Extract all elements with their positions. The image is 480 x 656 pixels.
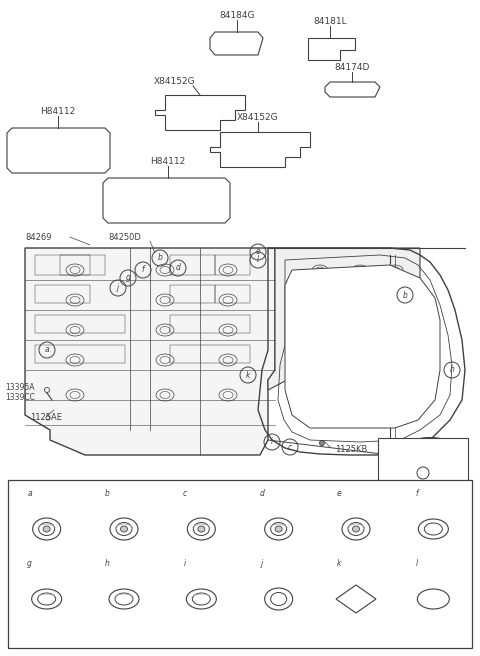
Text: b: b (403, 291, 408, 300)
Text: c: c (288, 443, 292, 451)
Text: b: b (157, 253, 162, 262)
Text: 13395A: 13395A (5, 384, 35, 392)
Text: k: k (337, 560, 341, 569)
Text: 84250D: 84250D (108, 232, 141, 241)
Text: d: d (176, 264, 180, 272)
Text: b: b (105, 489, 109, 499)
Bar (8, 480, 472, 648)
Text: g: g (27, 560, 32, 569)
Bar (170, 285, 215, 303)
Bar (170, 255, 215, 275)
Text: e: e (256, 247, 260, 256)
Text: H84112: H84112 (150, 157, 186, 167)
Polygon shape (285, 265, 440, 428)
Text: 84269: 84269 (25, 232, 51, 241)
Text: 1731JA: 1731JA (38, 489, 68, 499)
Text: f: f (415, 489, 418, 499)
Bar (35, 345, 125, 363)
Text: 84132B: 84132B (36, 560, 69, 569)
Text: 84181L: 84181L (313, 18, 347, 26)
Text: 84145F: 84145F (115, 560, 146, 569)
Text: j: j (117, 283, 119, 293)
Ellipse shape (352, 526, 360, 532)
Bar (215, 255, 250, 275)
Text: 85864: 85864 (426, 560, 453, 569)
Text: 1731JF: 1731JF (348, 489, 376, 499)
Text: 83191: 83191 (194, 560, 221, 569)
Text: H84112: H84112 (40, 108, 76, 117)
Text: e: e (336, 489, 341, 499)
Text: c: c (182, 489, 186, 499)
Bar (35, 315, 125, 333)
Text: i: i (271, 438, 273, 447)
Text: X84152G: X84152G (154, 77, 196, 87)
Polygon shape (25, 248, 275, 455)
Text: X84152G: X84152G (237, 113, 279, 123)
Text: a: a (27, 489, 32, 499)
Text: d: d (259, 489, 264, 499)
Text: j: j (261, 560, 263, 569)
Text: 1731JC: 1731JC (192, 489, 222, 499)
Bar (35, 255, 90, 275)
Text: 84171B: 84171B (346, 560, 378, 569)
Ellipse shape (275, 526, 282, 532)
Bar (35, 285, 90, 303)
Text: 1125AE: 1125AE (30, 413, 62, 422)
Text: 1076AM: 1076AM (268, 489, 302, 499)
Text: i: i (183, 560, 185, 569)
Polygon shape (268, 248, 420, 390)
Text: h: h (105, 560, 109, 569)
Text: 1339CC: 1339CC (5, 392, 35, 401)
Text: 84174D: 84174D (334, 64, 370, 73)
Text: l: l (257, 255, 259, 264)
Text: 1125KB: 1125KB (335, 445, 367, 455)
Text: 84184G: 84184G (219, 12, 255, 20)
Text: g: g (126, 274, 131, 283)
Ellipse shape (120, 526, 128, 532)
Bar (170, 345, 250, 363)
Text: 1731JB: 1731JB (115, 489, 145, 499)
Text: 71107: 71107 (426, 489, 453, 499)
Text: k: k (246, 371, 250, 380)
Bar (378, 438, 468, 496)
Bar (215, 285, 250, 303)
Bar (170, 315, 250, 333)
Text: 84145A: 84145A (269, 560, 301, 569)
Ellipse shape (198, 526, 205, 532)
Ellipse shape (43, 526, 50, 532)
Text: 81126: 81126 (408, 443, 437, 453)
Text: h: h (450, 365, 455, 375)
Bar (60, 255, 105, 275)
Text: a: a (45, 346, 49, 354)
Ellipse shape (320, 440, 324, 445)
Text: f: f (142, 266, 144, 274)
Text: l: l (415, 560, 418, 569)
